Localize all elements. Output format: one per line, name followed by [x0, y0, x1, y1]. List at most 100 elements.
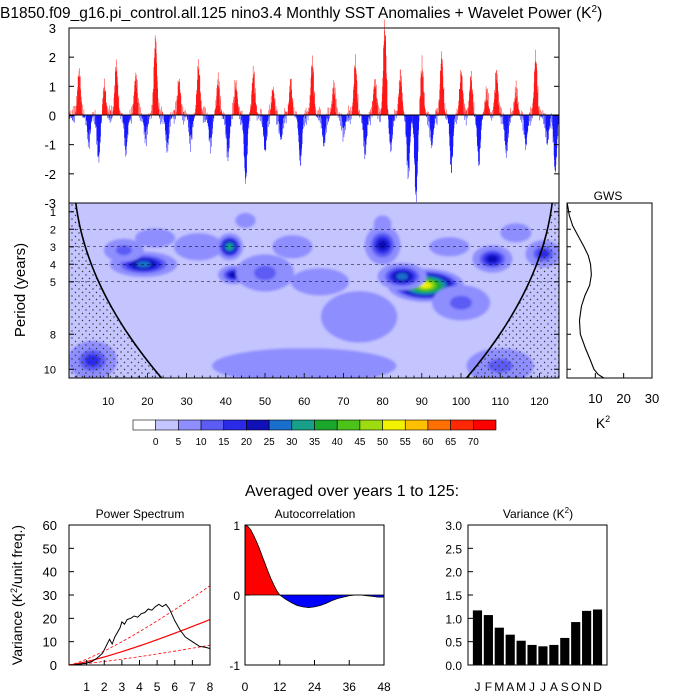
- monthly-variance-x-tick-label: J: [474, 680, 480, 694]
- monthly-variance-x-tick-label: J: [540, 680, 546, 694]
- wavelet-y-ticks: 1 2 3 4 5 8 10: [44, 207, 559, 376]
- autocorrelation-x-tick-label: 0: [242, 680, 249, 694]
- colorbar-tick-label: 30: [286, 437, 298, 448]
- autocorrelation-negative-area: [279, 595, 384, 608]
- gws-x-axis-label: K2: [596, 414, 610, 431]
- monthly-variance-bar: [505, 634, 515, 665]
- monthly-variance-y-tick-label: 0.5: [445, 636, 462, 650]
- colorbar-swatch: [336, 419, 361, 431]
- autocorrelation-panel: Autocorrelation -101 0 12 24 36 48: [229, 507, 391, 694]
- wavelet-y-axis-label: Period (years): [12, 243, 29, 337]
- wavelet-contour-level: [185, 239, 212, 255]
- power-spectrum-x-tick-label: 1: [83, 680, 90, 694]
- wavelet-panel: 1 2 3 4 5 8 10 10 20 30 40 50 60 70 80 90 100 110 120 Per…: [12, 202, 560, 408]
- power-spectrum-y-tick-label: 20: [43, 611, 57, 626]
- autocorrelation-x-tick-label: 36: [343, 680, 357, 694]
- autocorrelation-x-tick-label: 24: [308, 680, 322, 694]
- cone-of-influence-left: [69, 203, 162, 378]
- monthly-variance-title: Variance (K2): [503, 506, 573, 521]
- monthly-variance-y-tick-label: 1.0: [445, 612, 462, 626]
- anomaly-y-tick-label: -2: [44, 167, 56, 182]
- wavelet-x-tick-label: 90: [416, 396, 428, 408]
- monthly-variance-x-tick-label: M: [516, 680, 526, 694]
- cone-of-influence-left-line: [75, 203, 163, 378]
- autocorrelation-y-ticks: -1 0 1: [229, 519, 250, 673]
- monthly-variance-y-tick-label: 3.0: [445, 519, 462, 533]
- wavelet-contour-level: [239, 216, 252, 225]
- wavelet-x-tick-label: 20: [141, 396, 153, 408]
- monthly-variance-x-tick-label: N: [582, 680, 591, 694]
- wavelet-x-tick-label: 100: [452, 396, 470, 408]
- wavelet-y-tick-label: 8: [50, 329, 56, 341]
- monthly-variance-x-tick-label: S: [561, 680, 569, 694]
- wavelet-x-tick-label: 80: [376, 396, 388, 408]
- colorbar-tick-label: 0: [153, 437, 159, 448]
- colorbar-swatch: [382, 419, 406, 431]
- colorbar-tick-label: 10: [196, 437, 208, 448]
- wavelet-y-tick-label: 5: [50, 277, 56, 289]
- anomaly-bars: [69, 19, 560, 203]
- wavelet-contour-level: [339, 303, 380, 331]
- monthly-variance-y-tick-label: 2.5: [445, 542, 462, 556]
- colorbar-swatch: [132, 419, 156, 431]
- gws-x-ticks: 10 20 30: [567, 211, 659, 406]
- wavelet-contour-level: [396, 273, 409, 280]
- wavelet-contour-level: [507, 227, 525, 239]
- wavelet-contour-level: [377, 239, 388, 251]
- colorbar-swatch: [268, 419, 293, 431]
- wavelet-x-tick-label: 70: [337, 396, 349, 408]
- monthly-variance-bar: [560, 637, 570, 665]
- power-spectrum-x-tick-label: 6: [171, 680, 178, 694]
- wavelet-x-tick-label: 120: [530, 396, 548, 408]
- wavelet-contour-level: [228, 271, 239, 278]
- anomaly-y-tick-label: 3: [49, 21, 56, 36]
- colorbar-tick-label: 50: [377, 437, 389, 448]
- colorbar-swatch: [200, 419, 225, 431]
- colorbar-tick-label: 70: [468, 437, 480, 448]
- wavelet-x-tick-label: 10: [102, 396, 114, 408]
- figure-title: B1850.f09_g16.pi_control.all.125 nino3.4…: [0, 4, 602, 22]
- monthly-variance-bar: [592, 609, 603, 665]
- autocorrelation-y-tick-label: -1: [229, 659, 240, 673]
- gws-x-tick-label: 10: [588, 391, 602, 406]
- autocorrelation-y-tick-label: 0: [233, 589, 240, 603]
- power-spectrum-x-tick-label: 3: [119, 680, 126, 694]
- monthly-variance-x-tick-label: F: [485, 680, 492, 694]
- power-spectrum-x-tick-label: 2: [101, 680, 108, 694]
- power-spectrum-y-tick-label: 0: [50, 658, 57, 673]
- colorbar-tick-label: 15: [218, 437, 230, 448]
- colorbar-swatch: [450, 419, 474, 431]
- anomaly-y-tick-label: -1: [44, 138, 56, 153]
- wavelet-frame: [68, 202, 560, 379]
- monthly-variance-y-tick-label: 0.0: [445, 659, 462, 673]
- colorbar-swatch: [291, 419, 315, 431]
- power-spectrum-x-tick-label: 8: [207, 680, 214, 694]
- colorbar-swatch: [404, 419, 429, 431]
- wavelet-colorbar: 0 5 10 15 20 25 30 35 40 45 50 55 60 65 70: [132, 419, 497, 448]
- monthly-variance-y-ticks: 0.0 0.5 1.0 1.5 2.0 2.5 3.0: [445, 519, 473, 673]
- colorbar-tick-label: 65: [445, 437, 457, 448]
- power-spectrum-y-ticks: 0 10 20 30 40 50 60: [43, 518, 74, 673]
- monthly-variance-x-tick-label: D: [593, 680, 602, 694]
- power-spectrum-y-tick-label: 10: [43, 635, 57, 650]
- monthly-variance-x-tick-label: A: [506, 680, 514, 694]
- wavelet-y-tick-label: 1: [50, 207, 56, 219]
- power-spectrum-x-tick-label: 7: [189, 680, 196, 694]
- power-spectrum-y-tick-label: 40: [43, 565, 57, 580]
- colorbar-tick-label: 20: [241, 437, 253, 448]
- gws-x-tick-label: 20: [616, 391, 630, 406]
- power-spectrum-y-tick-label: 30: [43, 588, 57, 603]
- power-spectrum-frame: [68, 524, 211, 666]
- wavelet-contour-level: [450, 295, 472, 310]
- colorbar-tick-label: 25: [264, 437, 276, 448]
- colorbar-swatch: [246, 419, 270, 431]
- gws-x-tick-label: 30: [645, 391, 659, 406]
- wavelet-x-tick-label: 50: [259, 396, 271, 408]
- monthly-variance-bar: [582, 610, 592, 665]
- autocorrelation-y-tick-label: 1: [233, 519, 240, 533]
- monthly-variance-bar: [516, 640, 526, 665]
- power-spectrum-x-tick-label: 5: [154, 680, 161, 694]
